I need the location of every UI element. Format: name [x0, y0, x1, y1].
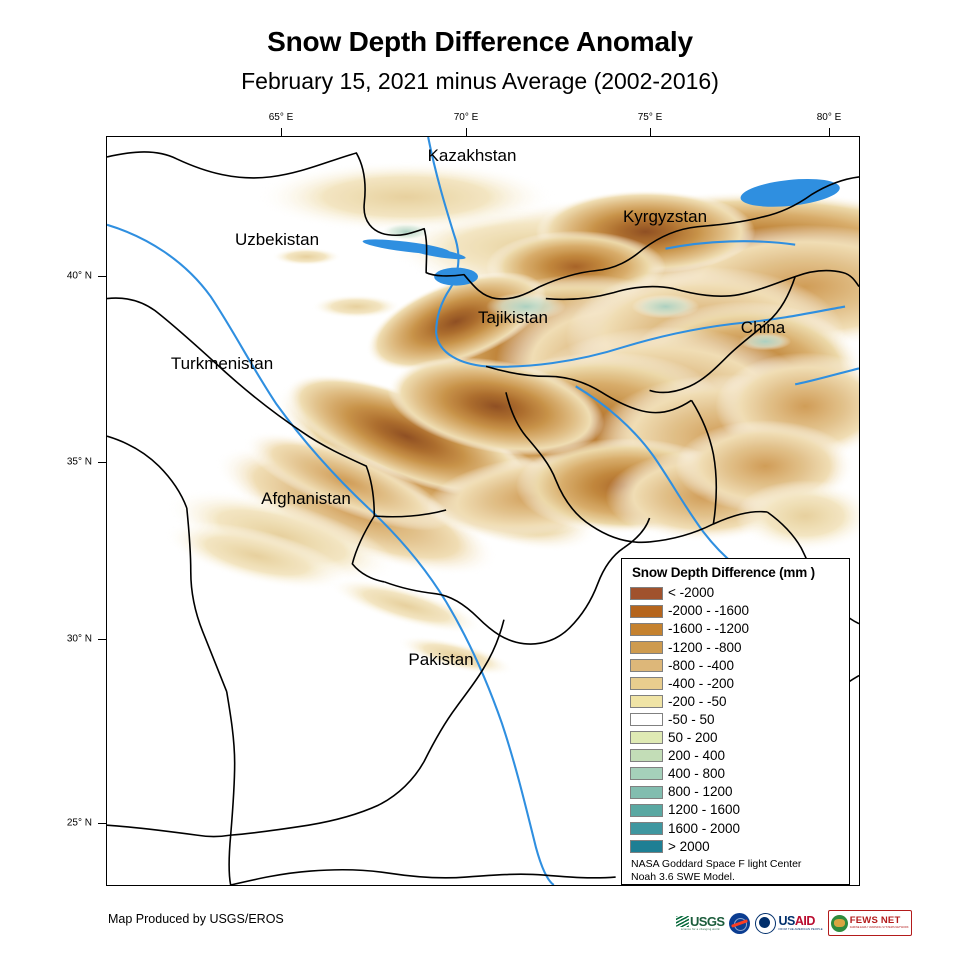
fews-wordmark: FEWS NET: [849, 915, 901, 927]
x-tick-mark-3: [829, 128, 830, 137]
x-tick-label-0: 65° E: [268, 112, 294, 123]
legend-swatch-4: [630, 658, 663, 672]
legend-label-2: -1600 - -1200: [668, 621, 750, 637]
legend-label-12: 1200 - 1600: [668, 802, 741, 818]
usaid-logo: USAID FROM THE AMERICAN PEOPLE: [755, 912, 823, 934]
legend-swatch-0: [630, 586, 663, 600]
legend-swatch-12: [630, 803, 663, 817]
y-tick-mark-1: [98, 462, 107, 463]
y-tick-label-0: 40° N: [66, 270, 92, 282]
fews-globe-icon: [830, 914, 848, 932]
legend-note-line-1: NASA Goddard Space F light Center: [631, 858, 802, 871]
y-tick-mark-0: [98, 276, 107, 277]
legend-swatch-13: [630, 821, 663, 835]
legend-label-5: -400 - -200: [668, 675, 735, 691]
legend-label-9: 200 - 400: [668, 748, 726, 764]
legend-swatch-3: [630, 640, 663, 654]
usgs-wave-icon: [676, 915, 689, 927]
legend-source-note: NASA Goddard Space F light Center Noah 3…: [631, 858, 843, 883]
legend-row: 50 - 200: [630, 729, 843, 747]
x-tick-label-2: 75° E: [637, 112, 663, 123]
legend-row: -2000 - -1600: [630, 602, 843, 620]
legend-row: 200 - 400: [630, 747, 843, 765]
legend-class-list: < -2000 -2000 - -1600 -1600 - -1200 -1200 -…: [630, 584, 843, 855]
usgs-logo: USGS science for a changing world: [676, 912, 725, 934]
legend-row: -1600 - -1200: [630, 620, 843, 638]
legend-row: 1200 - 1600: [630, 801, 843, 819]
y-tick-label-2: 30° N: [66, 633, 92, 645]
y-tick-label-3: 25° N: [66, 817, 92, 829]
legend-swatch-14: [630, 839, 663, 853]
y-tick-mark-3: [98, 823, 107, 824]
agency-logos: USGS science for a changing world USAID …: [676, 910, 912, 936]
legend-row: 1600 - 2000: [630, 819, 843, 837]
lakes: [362, 178, 840, 286]
legend-label-6: -200 - -50: [668, 693, 727, 709]
nasa-meatball-icon: [729, 912, 751, 934]
x-tick-mark-1: [466, 128, 467, 137]
legend-label-11: 800 - 1200: [668, 784, 733, 800]
nasa-logo: [729, 912, 751, 934]
legend-title: Snow Depth Difference (mm ): [632, 565, 815, 580]
legend-label-0: < -2000: [668, 585, 715, 601]
legend-note-line-2: Noah 3.6 SWE Model.: [631, 870, 735, 883]
legend-swatch-11: [630, 785, 663, 799]
x-tick-mark-2: [650, 128, 651, 137]
legend-swatch-7: [630, 713, 663, 727]
legend-label-8: 50 - 200: [668, 730, 718, 746]
legend-swatch-9: [630, 749, 663, 763]
legend-row: -200 - -50: [630, 693, 843, 711]
legend-swatch-6: [630, 695, 663, 709]
map-legend: Snow Depth Difference (mm ) < -2000 -2000…: [621, 558, 850, 885]
x-tick-mark-0: [281, 128, 282, 137]
legend-label-13: 1600 - 2000: [668, 820, 741, 836]
fews-tagline: FAMINE EARLY WARNING SYSTEMS NETWORK: [849, 925, 909, 929]
y-tick-label-1: 35° N: [66, 456, 92, 468]
legend-row: -1200 - -800: [630, 638, 843, 656]
legend-label-1: -2000 - -1600: [668, 603, 750, 619]
usaid-word-aid: AID: [794, 913, 816, 928]
usaid-seal-icon: [755, 912, 777, 934]
legend-label-14: > 2000: [668, 838, 710, 854]
x-tick-label-1: 70° E: [453, 112, 479, 123]
legend-label-4: -800 - -400: [668, 657, 735, 673]
legend-row: 400 - 800: [630, 765, 843, 783]
usaid-word-us: US: [778, 913, 795, 928]
map-credit: Map Produced by USGS/EROS: [108, 912, 284, 926]
legend-row: -50 - 50: [630, 711, 843, 729]
legend-swatch-5: [630, 677, 663, 691]
page-title: Snow Depth Difference Anomaly: [267, 26, 693, 57]
page-subtitle: February 15, 2021 minus Average (2002-20…: [241, 68, 719, 94]
legend-row: -800 - -400: [630, 656, 843, 674]
usgs-tagline: science for a changing world: [680, 927, 720, 931]
legend-swatch-2: [630, 622, 663, 636]
legend-row: 800 - 1200: [630, 783, 843, 801]
legend-swatch-10: [630, 767, 663, 781]
legend-row: -400 - -200: [630, 674, 843, 692]
legend-row: < -2000: [630, 584, 843, 602]
legend-swatch-1: [630, 604, 663, 618]
legend-label-3: -1200 - -800: [668, 639, 742, 655]
legend-swatch-8: [630, 731, 663, 745]
usaid-tagline: FROM THE AMERICAN PEOPLE: [778, 927, 823, 932]
legend-label-10: 400 - 800: [668, 766, 726, 782]
x-tick-label-3: 80° E: [816, 112, 842, 123]
legend-label-7: -50 - 50: [668, 711, 715, 727]
usgs-wordmark: USGS: [690, 913, 725, 929]
fews-net-logo: FEWS NET FAMINE EARLY WARNING SYSTEMS NE…: [827, 910, 912, 936]
legend-row: > 2000: [630, 837, 843, 855]
y-tick-mark-2: [98, 639, 107, 640]
